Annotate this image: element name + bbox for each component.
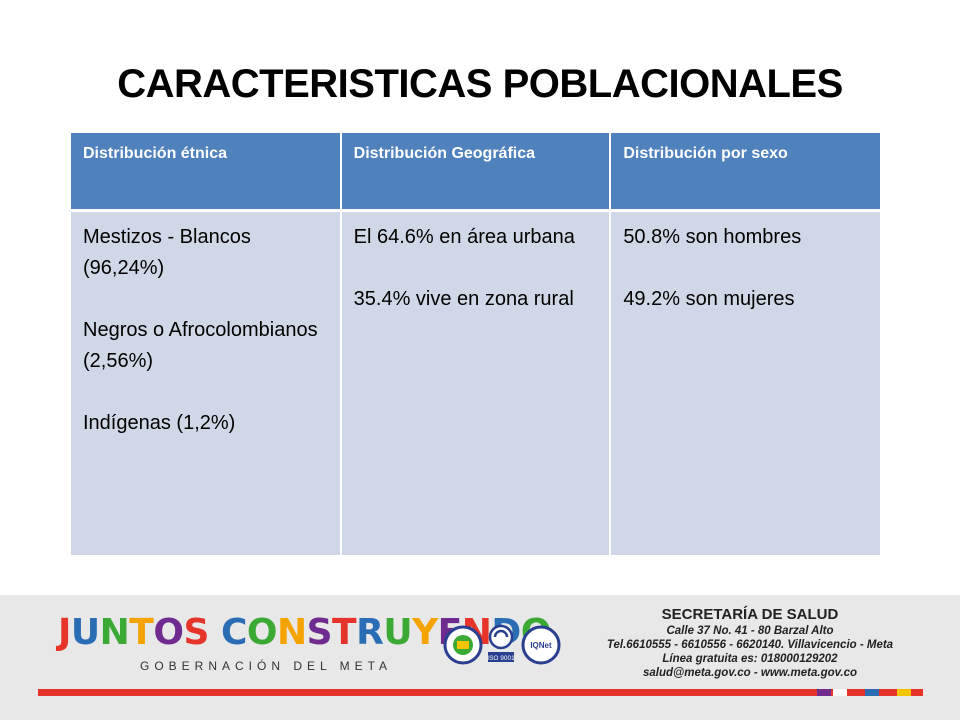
sex-women: 49.2% son mujeres	[623, 287, 795, 310]
slide-title: CARACTERISTICAS POBLACIONALES	[117, 62, 843, 106]
contact-title: SECRETARÍA DE SALUD	[661, 606, 839, 623]
contact-address: Calle 37 No. 41 - 80 Barzal Alto	[666, 625, 834, 637]
iso-seal-icon: ISO 9001	[487, 624, 515, 662]
color-square	[865, 689, 879, 696]
sex-men: 50.8% son hombres	[623, 225, 802, 248]
iqnet-seal-icon: IQNet	[521, 625, 561, 665]
population-table: Distribución étnica Distribución Geográf…	[71, 133, 880, 555]
iso-seal-label: ISO 9001	[487, 655, 515, 662]
geo-rural: 35.4% vive en zona rural	[353, 287, 574, 310]
contact-email-web: salud@meta.gov.co - www.meta.gov.co	[642, 667, 857, 679]
ethnic-cell: Mestizos - Blancos (96,24%) Negros o Afr…	[71, 210, 342, 555]
color-square	[833, 689, 847, 696]
meta-seal-icon	[443, 625, 483, 665]
ethnic-indigenous: Indígenas (1,2%)	[83, 411, 236, 434]
logo-wordmark: JUNTOS CONSTRUYENDO	[58, 612, 551, 653]
color-square	[897, 689, 911, 696]
logo-subtitle: GOBERNACIÓN DEL META	[140, 659, 393, 673]
geo-urban: El 64.6% en área urbana	[353, 225, 575, 248]
header-sex-distribution: Distribución por sexo	[610, 133, 880, 212]
table-row: Mestizos - Blancos (96,24%) Negros o Afr…	[71, 210, 880, 555]
color-square	[849, 689, 863, 696]
ethnic-afro: Negros o Afrocolombianos (2,56%)	[83, 318, 318, 372]
ethnic-mestizos: Mestizos - Blancos (96,24%)	[83, 225, 251, 279]
footer-color-bar	[38, 689, 923, 696]
table-header-row: Distribución étnica Distribución Geográf…	[71, 133, 880, 212]
geographic-cell: El 64.6% en área urbana 35.4% vive en zo…	[340, 210, 612, 555]
contact-toll-free: Línea gratuita es: 018000129202	[662, 653, 838, 665]
sex-cell: 50.8% son hombres 49.2% son mujeres	[610, 210, 880, 555]
juntos-construyendo-logo: JUNTOS CONSTRUYENDO GOBERNACIÓN DEL META	[58, 612, 551, 683]
contact-block: SECRETARÍA DE SALUD Calle 37 No. 41 - 80…	[590, 605, 910, 680]
iqnet-seal-label: IQNet	[530, 641, 552, 650]
footer-banner: JUNTOS CONSTRUYENDO GOBERNACIÓN DEL META…	[0, 595, 960, 720]
color-square	[817, 689, 831, 696]
certification-seals: ISO 9001 IQNet	[443, 624, 561, 665]
color-square	[881, 689, 895, 696]
contact-phone: Tel.6610555 - 6610556 - 6620140. Villavi…	[606, 639, 894, 651]
header-geographic-distribution: Distribución Geográfica	[340, 133, 612, 212]
header-ethnic-distribution: Distribución étnica	[71, 133, 342, 212]
